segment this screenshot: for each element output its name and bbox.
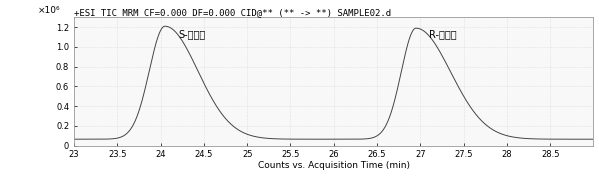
X-axis label: Counts vs. Acquisition Time (min): Counts vs. Acquisition Time (min) [258, 161, 410, 170]
Text: R-降烟碱: R-降烟碱 [429, 29, 456, 39]
Text: +ESI TIC MRM CF=0.000 DF=0.000 CID@** (** -> **) SAMPLE02.d: +ESI TIC MRM CF=0.000 DF=0.000 CID@** (*… [74, 8, 391, 17]
Text: S-降烟碱: S-降烟碱 [178, 29, 205, 39]
Text: ×10⁶: ×10⁶ [38, 6, 60, 15]
